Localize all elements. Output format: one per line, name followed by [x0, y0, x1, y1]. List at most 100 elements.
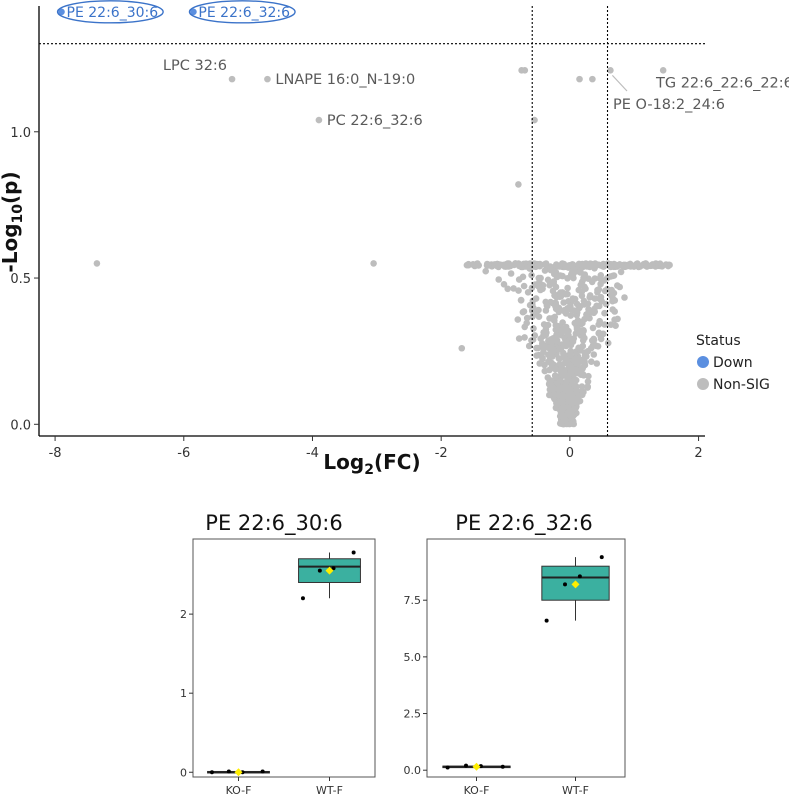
- x-tick-label: -8: [49, 446, 62, 461]
- data-point: [648, 262, 655, 270]
- data-point: [573, 399, 581, 407]
- data-point: [567, 312, 574, 319]
- data-point: [564, 331, 571, 338]
- data-point: [616, 283, 623, 291]
- data-point: [552, 365, 559, 373]
- labeled-point: [228, 75, 236, 83]
- data-point: [587, 261, 595, 269]
- volcano-plot: -8 -6 -4 -2 0 2 0.0 0.5 1.0 LPC 32:6 LNAPE 16:0_N…: [0, 0, 789, 478]
- data-point: [523, 314, 531, 322]
- data-point: [597, 335, 605, 343]
- volcano-axes: -8 -6 -4 -2 0 2 0.0 0.5 1.0: [10, 6, 705, 461]
- x-tick-label: WT-F: [562, 784, 589, 797]
- data-point: [542, 322, 549, 329]
- data-point: [604, 339, 612, 347]
- data-point: [582, 285, 589, 293]
- data-point: [560, 299, 567, 306]
- y-tick-label: 7.5: [404, 594, 422, 607]
- data-point: [540, 329, 547, 336]
- point-label: TG 22:6_22:6_22:6: [655, 75, 789, 91]
- box-mean-marker: [472, 762, 481, 771]
- box-point: [226, 769, 231, 774]
- data-point: [596, 275, 604, 282]
- data-point: [370, 260, 377, 267]
- legend: Status Down Non-SIG: [696, 333, 770, 393]
- data-point: [583, 311, 590, 318]
- data-point: [505, 260, 513, 267]
- y-tick-label: 0.5: [10, 272, 31, 287]
- volcano-points: [58, 8, 667, 352]
- data-point: [597, 280, 604, 288]
- data-point: [578, 383, 586, 390]
- x-tick-label: -6: [177, 446, 190, 461]
- data-point: [593, 360, 601, 367]
- y-tick-label: 0.0: [404, 764, 422, 777]
- box-point: [209, 770, 214, 775]
- legend-swatch-down: [697, 356, 709, 368]
- boxplot-body: 0 1 2 KO-F WT-F: [180, 538, 376, 797]
- data-point: [544, 276, 552, 284]
- data-point: [555, 355, 563, 362]
- data-point: [575, 392, 582, 399]
- data-point: [581, 349, 589, 356]
- box-point: [544, 618, 549, 623]
- significant-label-outline: [56, 0, 164, 24]
- data-point: [546, 281, 553, 289]
- data-point: [578, 292, 586, 300]
- data-point: [589, 324, 597, 332]
- x-tick-label: -4: [306, 446, 319, 461]
- data-point: [564, 284, 571, 292]
- data-point: [482, 267, 490, 275]
- data-point: [514, 316, 522, 323]
- data-point: [580, 301, 588, 308]
- significant-point: [190, 8, 197, 16]
- data-point: [581, 361, 589, 369]
- significant-point: [58, 8, 65, 16]
- significant-label: PE 22:6_30:6: [67, 5, 159, 21]
- data-point: [550, 384, 558, 392]
- data-point: [586, 292, 594, 299]
- data-point: [541, 267, 549, 274]
- data-point: [544, 374, 552, 381]
- data-point: [521, 334, 528, 341]
- y-tick-label: 0: [180, 766, 187, 779]
- data-point: [601, 321, 608, 328]
- data-point: [552, 303, 560, 310]
- data-point: [601, 309, 608, 317]
- data-point: [562, 290, 569, 298]
- data-point: [557, 292, 564, 299]
- data-point: [607, 263, 614, 271]
- point-label: LNAPE 16:0_N-19:0: [275, 72, 415, 88]
- point-label: PE O-18:2_24:6: [613, 97, 725, 113]
- data-point: [517, 296, 525, 304]
- data-point: [555, 391, 562, 399]
- data-point: [535, 351, 543, 359]
- data-point: [504, 285, 512, 293]
- data-point: [560, 307, 568, 315]
- data-point: [588, 358, 595, 366]
- data-point: [543, 302, 551, 309]
- data-point: [566, 341, 574, 348]
- y-tick-label: 2: [180, 608, 187, 621]
- data-point: [524, 289, 532, 296]
- data-point: [555, 263, 562, 270]
- y-tick-label: 1.0: [10, 126, 31, 141]
- data-point: [532, 295, 540, 302]
- data-point: [563, 358, 571, 366]
- labeled-point: [264, 75, 271, 83]
- data-point: [567, 367, 574, 374]
- data-point: [484, 262, 492, 269]
- data-point: [521, 323, 528, 331]
- data-point: [579, 342, 587, 350]
- data-point: [591, 275, 599, 282]
- boxplot-pe-22-6-32-6: PE 22:6_32:6 0.0 2.5 5.0 7.5 KO-F WT-F: [404, 511, 626, 797]
- data-point: [565, 394, 572, 402]
- data-point: [587, 344, 595, 352]
- data-point: [520, 308, 528, 315]
- data-point: [611, 297, 619, 304]
- box-mean-marker: [571, 580, 580, 589]
- data-point: [577, 367, 584, 374]
- data-point: [572, 366, 579, 374]
- data-point: [536, 360, 543, 367]
- data-point: [573, 355, 580, 362]
